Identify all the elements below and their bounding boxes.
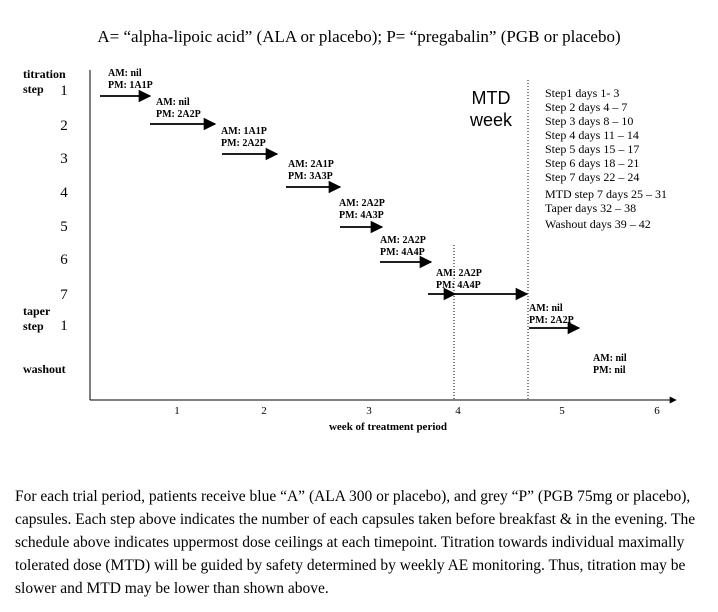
dose-3-pm: PM: 2A2P: [221, 138, 266, 149]
dose-4-pm: PM: 3A3P: [288, 171, 333, 182]
dose-1-am: AM: nil: [108, 68, 142, 79]
step-number-1: 1: [60, 83, 68, 99]
dose-4-am: AM: 2A1P: [288, 159, 334, 170]
schedule-item-6: Step 6 days 18 – 21: [545, 156, 639, 170]
schedule-item-7: Step 7 days 22 – 24: [545, 170, 639, 184]
x-tick-6: 6: [654, 405, 660, 417]
dose-1-pm: PM: 1A1P: [108, 80, 153, 91]
x-tick-1: 1: [174, 405, 180, 417]
dose-5-am: AM: 2A2P: [339, 198, 385, 209]
schedule-item-10: Washout days 39 – 42: [545, 217, 651, 231]
taper-step-label: step: [23, 319, 44, 333]
schedule-item-3: Step 3 days 8 – 10: [545, 114, 633, 128]
washout-label: washout: [23, 362, 66, 376]
schedule-item-8: MTD step 7 days 25 – 31: [545, 187, 667, 201]
dose-2-pm: PM: 2A2P: [156, 109, 201, 120]
x-tick-2: 2: [261, 405, 267, 417]
dose-5-pm: PM: 4A3P: [339, 210, 384, 221]
step-number-3: 3: [60, 151, 68, 167]
dose-6-am: AM: 2A2P: [380, 235, 426, 246]
dose-taper-pm: PM: 2A2P: [529, 315, 574, 326]
dose-2-am: AM: nil: [156, 97, 190, 108]
x-tick-4: 4: [455, 405, 461, 417]
titration-step-label: step: [23, 82, 44, 96]
titration-label: titration: [23, 67, 66, 81]
schedule-item-1: Step1 days 1- 3: [545, 86, 619, 100]
dose-7-am: AM: 2A2P: [436, 268, 482, 279]
step-number-4: 4: [60, 185, 68, 201]
dose-washout-pm: PM: nil: [593, 365, 626, 376]
caption-paragraph: For each trial period, patients receive …: [15, 488, 696, 597]
diagram-title: A= “alpha-lipoic acid” (ALA or placebo);…: [97, 27, 620, 46]
step-number-7: 7: [60, 287, 68, 303]
schedule-item-4: Step 4 days 11 – 14: [545, 128, 639, 142]
x-tick-3: 3: [366, 405, 372, 417]
step-number-5: 5: [60, 219, 68, 235]
dose-7-pm: PM: 4A4P: [436, 280, 481, 291]
dose-taper-am: AM: nil: [529, 303, 563, 314]
taper-label: taper: [23, 304, 51, 318]
schedule-item-5: Step 5 days 15 – 17: [545, 142, 639, 156]
dose-6-pm: PM: 4A4P: [380, 247, 425, 258]
x-axis-label: week of treatment period: [329, 421, 447, 433]
schedule-item-9: Taper days 32 – 38: [545, 201, 636, 215]
schedule-item-2: Step 2 days 4 – 7: [545, 100, 627, 114]
mtd-label-line2: week: [469, 110, 513, 130]
step-number-2: 2: [60, 118, 68, 134]
dose-washout-am: AM: nil: [593, 353, 627, 364]
dose-3-am: AM: 1A1P: [221, 126, 267, 137]
step-number-6: 6: [60, 252, 68, 268]
taper-step-number-1: 1: [60, 318, 68, 334]
mtd-label-line1: MTD: [472, 88, 511, 108]
x-tick-5: 5: [559, 405, 565, 417]
